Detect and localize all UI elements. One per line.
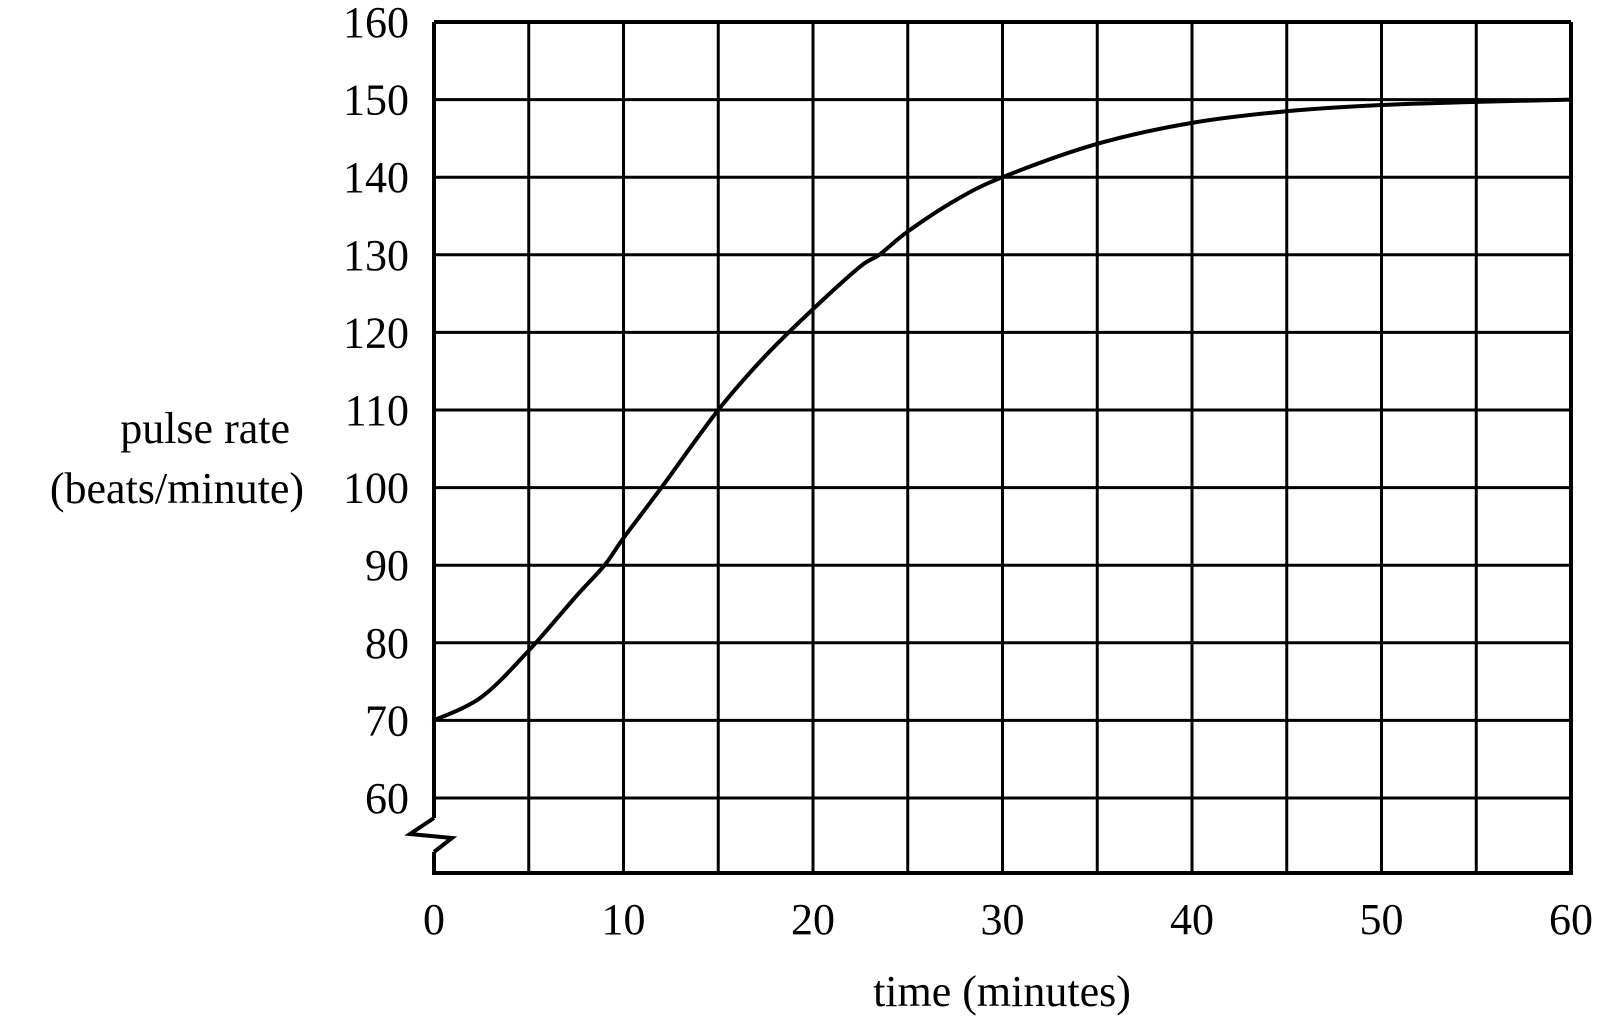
y-tick-label: 120 — [343, 308, 409, 357]
y-tick-labels: 60 70 80 90 100 110 120 130 140 150 160 — [343, 0, 409, 823]
y-tick-label: 100 — [343, 464, 409, 513]
x-tick-label: 20 — [791, 895, 835, 944]
y-tick-label: 160 — [343, 0, 409, 47]
y-tick-label: 130 — [343, 231, 409, 280]
x-tick-label: 40 — [1170, 895, 1214, 944]
x-tick-label: 60 — [1549, 895, 1593, 944]
x-tick-label: 0 — [423, 895, 445, 944]
x-tick-label: 30 — [981, 895, 1025, 944]
y-tick-label: 60 — [365, 774, 409, 823]
y-axis-title-line1: pulse rate — [120, 404, 290, 453]
x-tick-labels: 0 10 20 30 40 50 60 — [423, 895, 1593, 944]
plot-frame — [432, 20, 1573, 875]
grid-lines — [434, 22, 1571, 873]
y-axis-break-icon — [404, 816, 458, 854]
y-tick-label: 90 — [365, 541, 409, 590]
x-axis-title: time (minutes) — [873, 967, 1131, 1016]
y-tick-label: 140 — [343, 153, 409, 202]
x-tick-label: 10 — [602, 895, 646, 944]
pulse-rate-curve — [432, 97, 1573, 723]
y-tick-label: 150 — [343, 76, 409, 125]
y-tick-label: 80 — [365, 619, 409, 668]
y-tick-label: 110 — [345, 386, 409, 435]
y-axis-title-line2: (beats/minute) — [50, 464, 304, 513]
x-tick-label: 50 — [1360, 895, 1404, 944]
y-tick-label: 70 — [365, 696, 409, 745]
